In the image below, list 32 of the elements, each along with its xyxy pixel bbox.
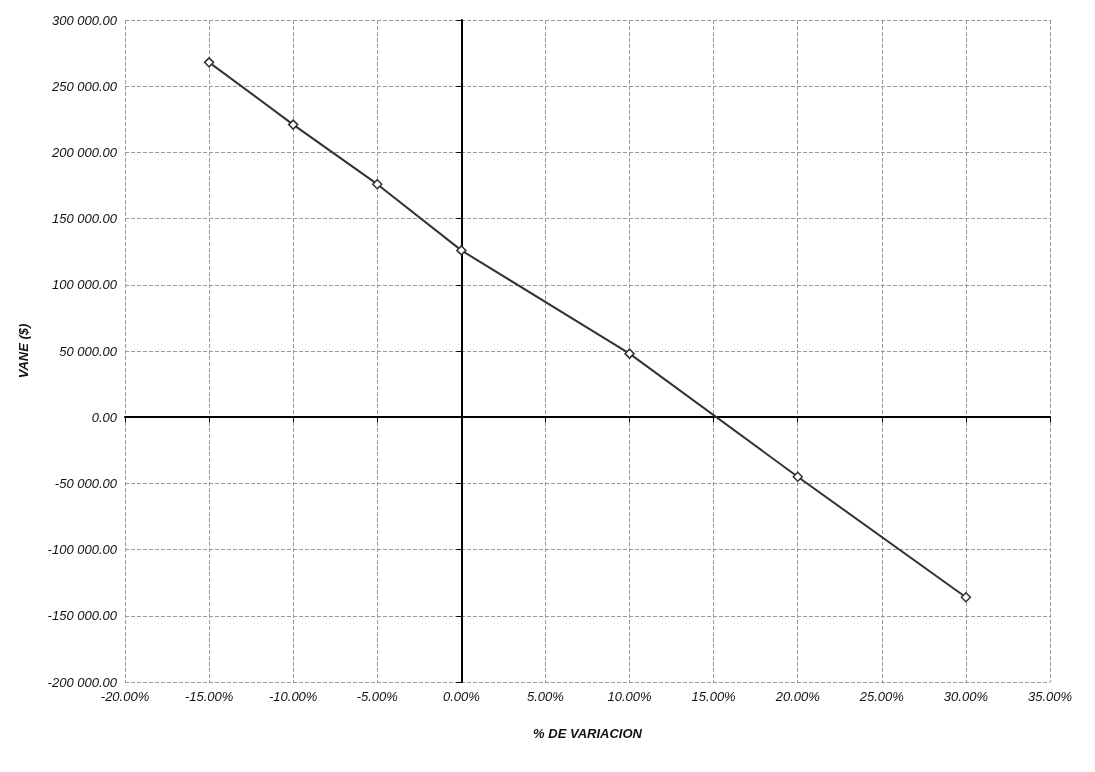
point bbox=[372, 178, 383, 190]
x-tick-label: -15.00% bbox=[184, 689, 234, 704]
point bbox=[203, 57, 215, 68]
y-tick-label: 250 000.00 bbox=[50, 78, 118, 94]
x-tick-label: 10.00% bbox=[607, 689, 652, 704]
y-tick-label: 100 000.00 bbox=[51, 277, 118, 293]
x-tick-label: -5.00% bbox=[356, 689, 398, 704]
point bbox=[456, 245, 467, 256]
x-tick-label: -10.00% bbox=[268, 689, 318, 704]
x-tick-label: -20.00% bbox=[100, 689, 150, 704]
y-tick-label: 150 000.00 bbox=[51, 211, 118, 227]
x-tick-label: 0.00% bbox=[442, 689, 480, 704]
x-tick-label: 30.00% bbox=[943, 689, 988, 704]
x-tick-label: 20.00% bbox=[774, 689, 820, 704]
point bbox=[624, 348, 635, 359]
x-tick-label: 35.00% bbox=[1027, 689, 1073, 704]
x-tick-label: 5.00% bbox=[527, 689, 564, 704]
x-tick-label: 15.00% bbox=[691, 689, 736, 704]
point bbox=[792, 471, 803, 483]
y-tick-label: -100 000.00 bbox=[47, 542, 118, 558]
y-tick-label: 300 000.00 bbox=[51, 12, 118, 28]
y-tick-label: -150 000.00 bbox=[47, 608, 118, 624]
x-axis-title: % DE VARIACION bbox=[533, 726, 643, 741]
y-tick-label: -50 000.00 bbox=[54, 475, 118, 491]
y-tick-label: 200 000.00 bbox=[50, 144, 118, 160]
y-tick-label: 50 000.00 bbox=[59, 343, 118, 359]
x-tick-label: 25.00% bbox=[858, 689, 904, 704]
y-tick-label: 0.00 bbox=[91, 409, 118, 425]
y-axis-title: VANE ($) bbox=[16, 323, 31, 379]
y-tick-label: -200 000.00 bbox=[47, 674, 118, 690]
point bbox=[287, 119, 299, 130]
point bbox=[960, 592, 972, 603]
